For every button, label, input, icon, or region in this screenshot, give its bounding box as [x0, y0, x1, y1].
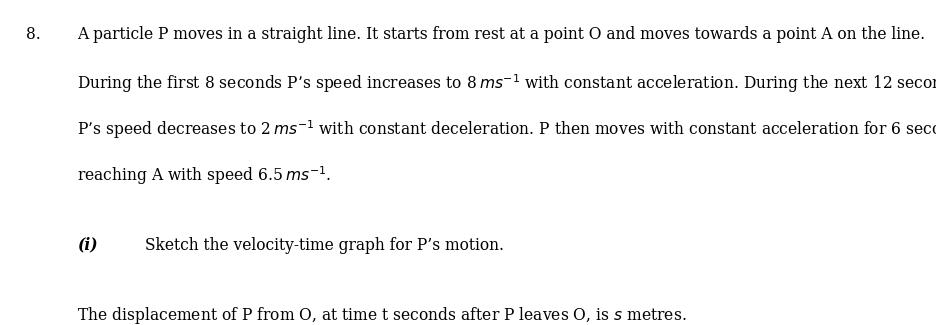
- Text: During the first 8 seconds P’s speed increases to 8 $\mathit{ms}^{-1}$ with cons: During the first 8 seconds P’s speed inc…: [77, 72, 936, 95]
- Text: A particle P moves in a straight line. It starts from rest at a point O and move: A particle P moves in a straight line. I…: [77, 26, 925, 43]
- Text: Sketch the velocity-time graph for P’s motion.: Sketch the velocity-time graph for P’s m…: [145, 237, 505, 254]
- Text: (i): (i): [77, 237, 97, 254]
- Text: The displacement of P from O, at time t seconds after P leaves O, is $\mathit{s}: The displacement of P from O, at time t …: [77, 306, 686, 325]
- Text: P’s speed decreases to 2 $\mathit{ms}^{-1}$ with constant deceleration. P then m: P’s speed decreases to 2 $\mathit{ms}^{-…: [77, 118, 936, 141]
- Text: reaching A with speed 6.5 $\mathit{ms}^{-1}$.: reaching A with speed 6.5 $\mathit{ms}^{…: [77, 164, 331, 187]
- Text: 8.: 8.: [26, 26, 41, 43]
